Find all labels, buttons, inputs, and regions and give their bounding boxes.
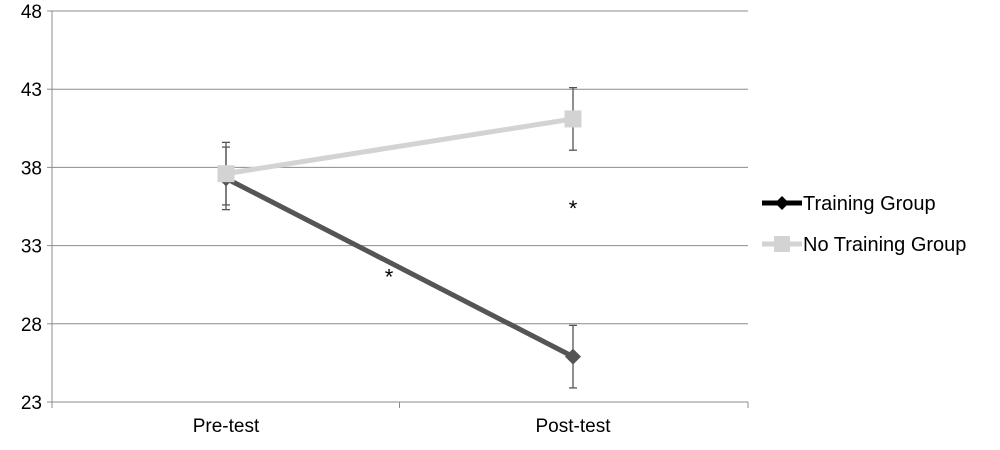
significance-asterisk: * bbox=[569, 196, 578, 221]
legend-label: No Training Group bbox=[803, 234, 966, 256]
series bbox=[217, 86, 582, 389]
y-tick-label: 28 bbox=[21, 315, 42, 336]
gridlines bbox=[52, 10, 748, 325]
x-tick-label: Pre-test bbox=[193, 416, 260, 437]
legend: Training Group No Training Group bbox=[762, 193, 966, 256]
data-point-square bbox=[564, 110, 582, 128]
legend-marker-diamond bbox=[775, 196, 789, 210]
y-tick-label: 48 bbox=[21, 2, 42, 23]
significance-asterisk: * bbox=[385, 265, 394, 290]
legend-item: No Training Group bbox=[762, 234, 966, 256]
legend-label: Training Group bbox=[803, 193, 936, 215]
y-tick-label: 38 bbox=[21, 158, 42, 179]
legend-marker-square bbox=[774, 236, 790, 252]
axes: 23 28 33 38 43 48 Pre-test Post-test bbox=[21, 2, 749, 437]
data-point-square bbox=[217, 165, 235, 183]
y-tick-label: 33 bbox=[21, 237, 42, 258]
y-tick-label: 43 bbox=[21, 80, 42, 101]
y-tick-label: 23 bbox=[21, 393, 42, 414]
series-line bbox=[223, 116, 576, 177]
data-point-diamond bbox=[565, 348, 581, 365]
x-tick-label: Post-test bbox=[536, 416, 612, 437]
legend-item: Training Group bbox=[762, 193, 936, 215]
series-line bbox=[223, 175, 576, 360]
annotations: ** bbox=[385, 196, 578, 290]
